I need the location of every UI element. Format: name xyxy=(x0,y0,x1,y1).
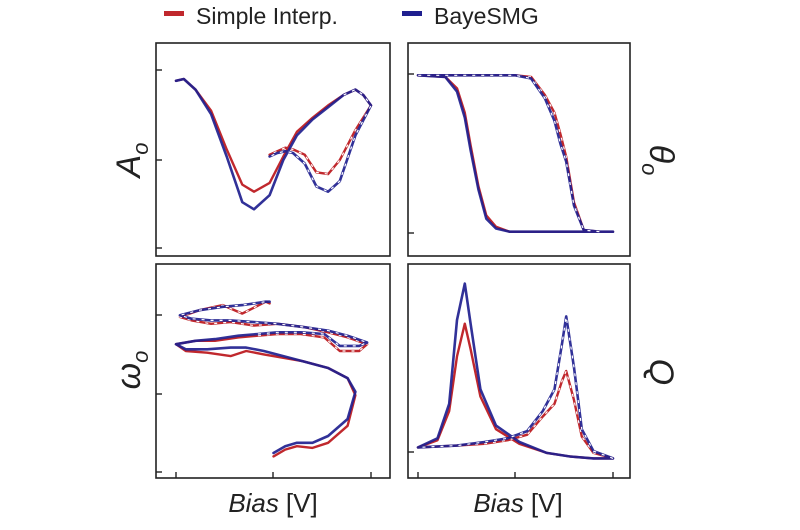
series-line-bayesmg-panel-bottom-left xyxy=(174,300,369,455)
legend-swatch-simple-interp xyxy=(164,11,184,16)
xlabel-main: Bias xyxy=(228,488,279,518)
ylabel-subscript: o xyxy=(637,163,662,175)
plot-area xyxy=(174,74,615,460)
ylabel-subscript: o xyxy=(128,351,153,363)
series-line-bayesmg-panel-bottom-right xyxy=(416,282,615,460)
panel-frame-amplitude xyxy=(155,42,391,257)
series-line-bayesmg-panel-top-left xyxy=(174,77,373,211)
xlabel-unit: [V] xyxy=(286,488,318,518)
series-line-bayesmg-panel-top-right xyxy=(416,74,615,233)
legend: Simple Interp. BayeSMG xyxy=(164,3,539,29)
series-dash-overlay-bayesmg-panel-bottom-right xyxy=(417,316,614,459)
panel-frame-quality xyxy=(407,263,631,479)
ylabel-main: A xyxy=(110,155,148,180)
series-dash-overlay-bayesmg-panel-bottom-left xyxy=(177,301,369,347)
series-line-simple-interp-panel-bottom-left xyxy=(174,300,369,458)
xlabel-bias-left: Bias [V] xyxy=(228,488,317,518)
ylabel-main: θ xyxy=(642,145,680,164)
panel-frame-phase xyxy=(407,42,631,257)
legend-label-bayesmg: BayeSMG xyxy=(434,3,539,29)
series-dash-overlay-bayesmg-panel-top-left xyxy=(269,88,372,193)
ylabel-main: Q xyxy=(642,359,680,385)
ylabel-frequency: ωo xyxy=(110,351,153,390)
xlabel-main: Bias xyxy=(473,488,524,518)
ylabel-quality: Q xyxy=(642,359,680,385)
legend-swatch-bayesmg xyxy=(402,11,422,16)
panel-frame-frequency xyxy=(155,263,391,479)
series-dash-overlay-simple-interp-panel-top-right xyxy=(418,74,600,233)
series-dash-overlay-simple-interp-panel-bottom-right xyxy=(417,369,614,459)
ylabel-phase: θo xyxy=(637,145,680,176)
xlabel-bias-right: Bias [V] xyxy=(473,488,562,518)
series-line-simple-interp-panel-top-right xyxy=(416,74,615,233)
ylabel-main: ω xyxy=(110,363,148,389)
ylabel-subscript: o xyxy=(128,143,153,155)
series-dash-overlay-bayesmg-panel-top-right xyxy=(418,74,600,233)
xlabel-unit: [V] xyxy=(531,488,563,518)
tick-marks xyxy=(156,69,614,478)
ylabel-amplitude: Ao xyxy=(110,143,153,180)
legend-label-simple-interp: Simple Interp. xyxy=(196,3,338,29)
